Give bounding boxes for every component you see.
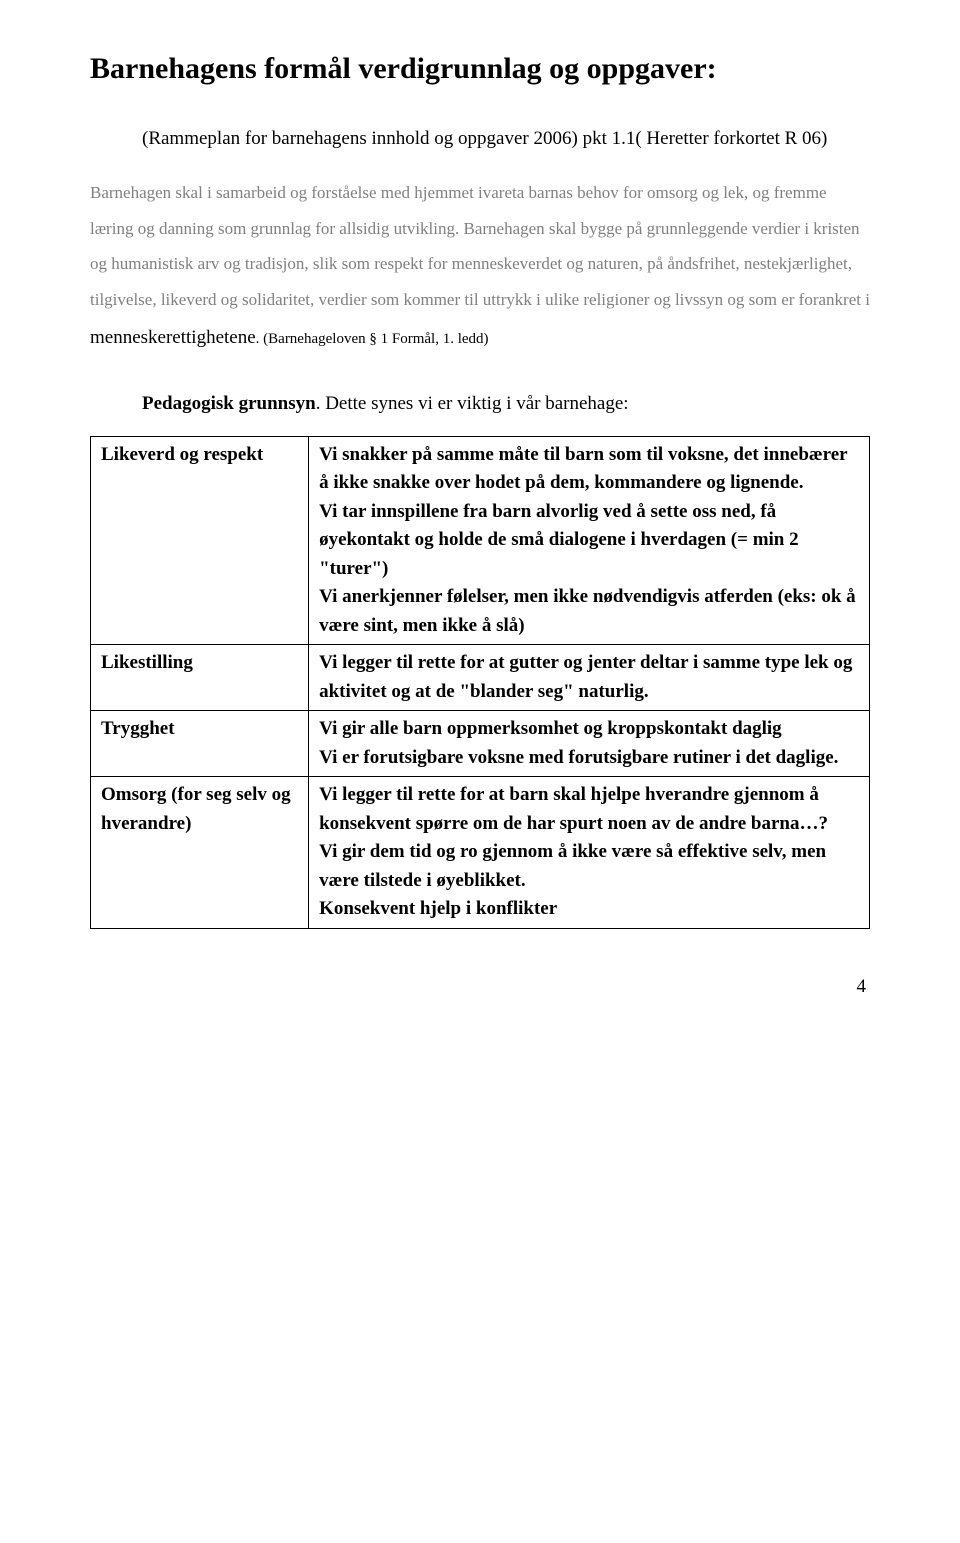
intro-text-black: menneskerettighetene xyxy=(90,327,256,348)
intro-text-grey: Barnehagen skal i samarbeid og forståels… xyxy=(90,183,870,309)
table-row: TrygghetVi gir alle barn oppmerksomhet o… xyxy=(91,711,870,777)
table-cell-right: Vi snakker på samme måte til barn som ti… xyxy=(309,436,870,645)
table-cell-left: Omsorg (for seg selv og hverandre) xyxy=(91,777,309,929)
pedagogy-bold: Pedagogisk grunnsyn xyxy=(142,393,316,414)
table-row: Omsorg (for seg selv og hverandre)Vi leg… xyxy=(91,777,870,929)
pedagogy-rest: . Dette synes vi er viktig i vår barneha… xyxy=(316,393,629,414)
table-row: LikestillingVi legger til rette for at g… xyxy=(91,645,870,711)
page-number: 4 xyxy=(90,969,870,1005)
values-table: Likeverd og respektVi snakker på samme m… xyxy=(90,436,870,929)
intro-paragraph: Barnehagen skal i samarbeid og forståels… xyxy=(90,175,870,358)
table-cell-right: Vi legger til rette for at barn skal hje… xyxy=(309,777,870,929)
subtitle: (Rammeplan for barnehagens innhold og op… xyxy=(90,121,870,157)
table-cell-right: Vi gir alle barn oppmerksomhet og kropps… xyxy=(309,711,870,777)
pedagogy-heading: Pedagogisk grunnsyn. Dette synes vi er v… xyxy=(142,386,870,422)
table-cell-left: Trygghet xyxy=(91,711,309,777)
table-cell-left: Likestilling xyxy=(91,645,309,711)
table-cell-right: Vi legger til rette for at gutter og jen… xyxy=(309,645,870,711)
page-title: Barnehagens formål verdigrunnlag og oppg… xyxy=(90,40,870,97)
table-row: Likeverd og respektVi snakker på samme m… xyxy=(91,436,870,645)
table-cell-left: Likeverd og respekt xyxy=(91,436,309,645)
intro-text-cite: . (Barnehageloven § 1 Formål, 1. ledd) xyxy=(256,331,489,347)
